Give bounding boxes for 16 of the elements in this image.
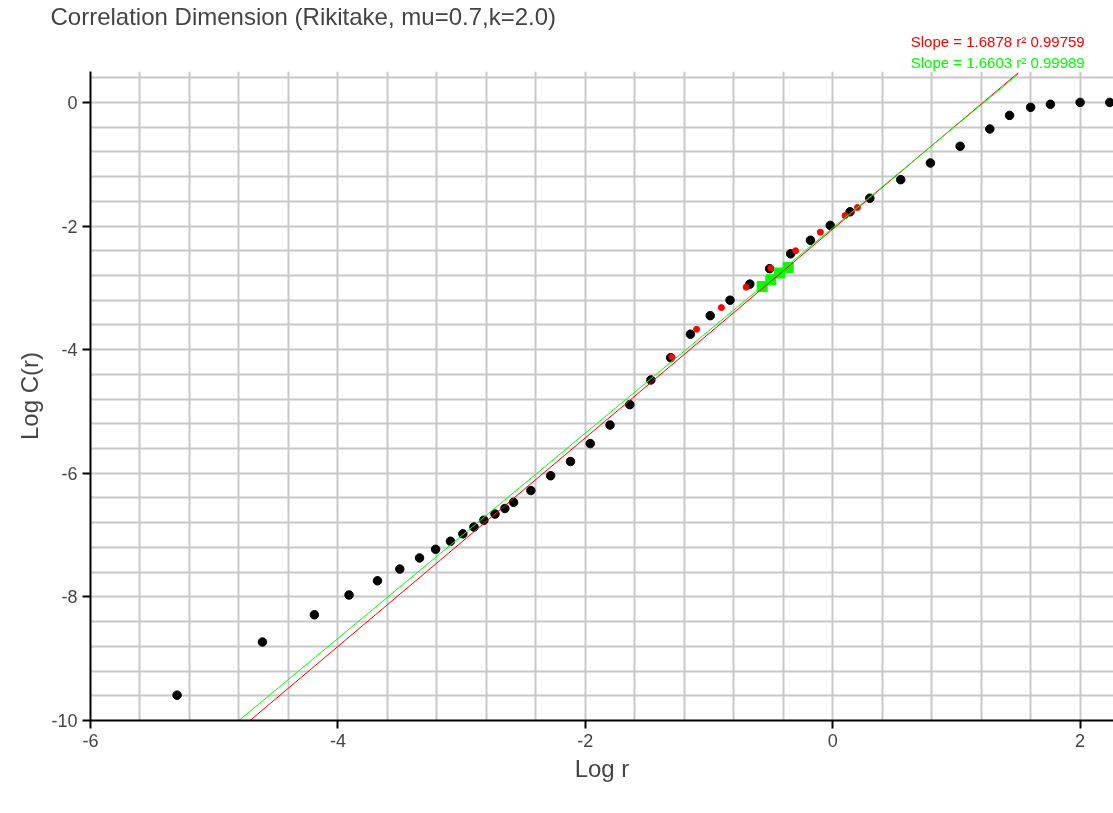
- y-tick-label: -8: [61, 587, 78, 608]
- x-tick-label: 2: [1075, 730, 1086, 751]
- y-tick-label: 0: [67, 92, 78, 113]
- x-tick-label: -6: [82, 730, 99, 751]
- chart-title: Correlation Dimension (Rikitake, mu=0.7,k=2.0): [50, 2, 557, 30]
- y-tick-label: -10: [51, 711, 78, 731]
- text: Slope = 1.6878 r² 0.99759: [910, 32, 1085, 50]
- y-tick-label: -2: [61, 216, 78, 237]
- x-axis-title: Log r: [574, 754, 630, 782]
- x-tick-label: -4: [329, 730, 346, 751]
- y-tick-label: -4: [61, 340, 78, 361]
- x-tick-label: 0: [827, 730, 838, 751]
- y-tick-label: -6: [61, 463, 78, 484]
- series-label: Slope = 1.6603 r² 0.99989: [910, 53, 1085, 71]
- x-tick-label: -2: [577, 730, 594, 751]
- y-axis-title: Log C(r): [16, 351, 44, 441]
